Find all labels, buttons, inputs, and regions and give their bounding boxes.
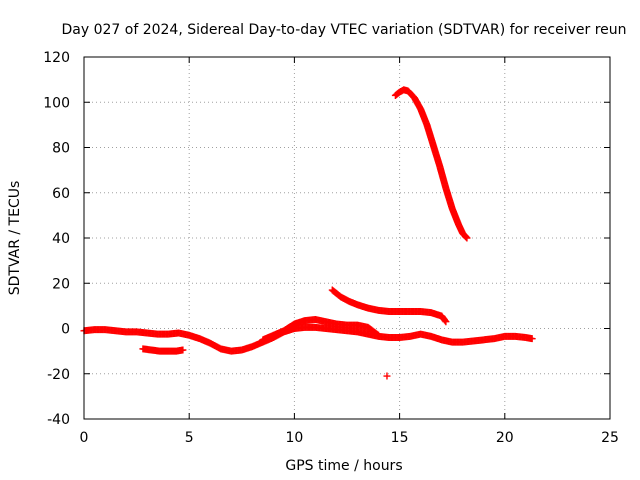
y-tick-label: -20 bbox=[47, 367, 70, 383]
data-point bbox=[442, 318, 450, 326]
x-tick-label: 15 bbox=[391, 430, 409, 446]
data-point bbox=[383, 372, 391, 380]
data-point bbox=[375, 331, 383, 339]
x-tick-label: 5 bbox=[185, 430, 194, 446]
plot-frame bbox=[83, 56, 611, 420]
chart-title: Day 027 of 2024, Sidereal Day-to-day VTE… bbox=[61, 22, 626, 38]
data-point bbox=[179, 346, 187, 354]
y-tick-label: -40 bbox=[47, 412, 70, 428]
y-tick-label: 100 bbox=[43, 95, 70, 111]
data-point bbox=[374, 331, 382, 339]
x-tick-label: 0 bbox=[80, 430, 89, 446]
x-tick-label: 10 bbox=[285, 430, 303, 446]
y-tick-label: 80 bbox=[52, 141, 70, 157]
grid bbox=[84, 57, 610, 419]
y-tick-label: 20 bbox=[52, 276, 70, 292]
x-tick-label: 20 bbox=[496, 430, 514, 446]
y-tick-label: 60 bbox=[52, 186, 70, 202]
x-tick-label: 25 bbox=[601, 430, 619, 446]
data-point bbox=[462, 232, 470, 240]
y-axis-label: SDTVAR / TECUs bbox=[7, 181, 23, 296]
y-tick-label: 0 bbox=[61, 322, 70, 338]
data-point bbox=[528, 335, 536, 343]
data-point bbox=[463, 234, 471, 242]
y-tick-label: 120 bbox=[43, 50, 70, 66]
y-tick-label: 40 bbox=[52, 231, 70, 247]
x-axis-label: GPS time / hours bbox=[285, 458, 402, 474]
axis-ticks: 0 5 10 15 20 25 -40 -20 0 20 40 60 80 100 120 bbox=[43, 50, 619, 446]
data-point bbox=[441, 317, 449, 325]
data-point bbox=[462, 233, 470, 241]
data-points bbox=[80, 86, 536, 380]
